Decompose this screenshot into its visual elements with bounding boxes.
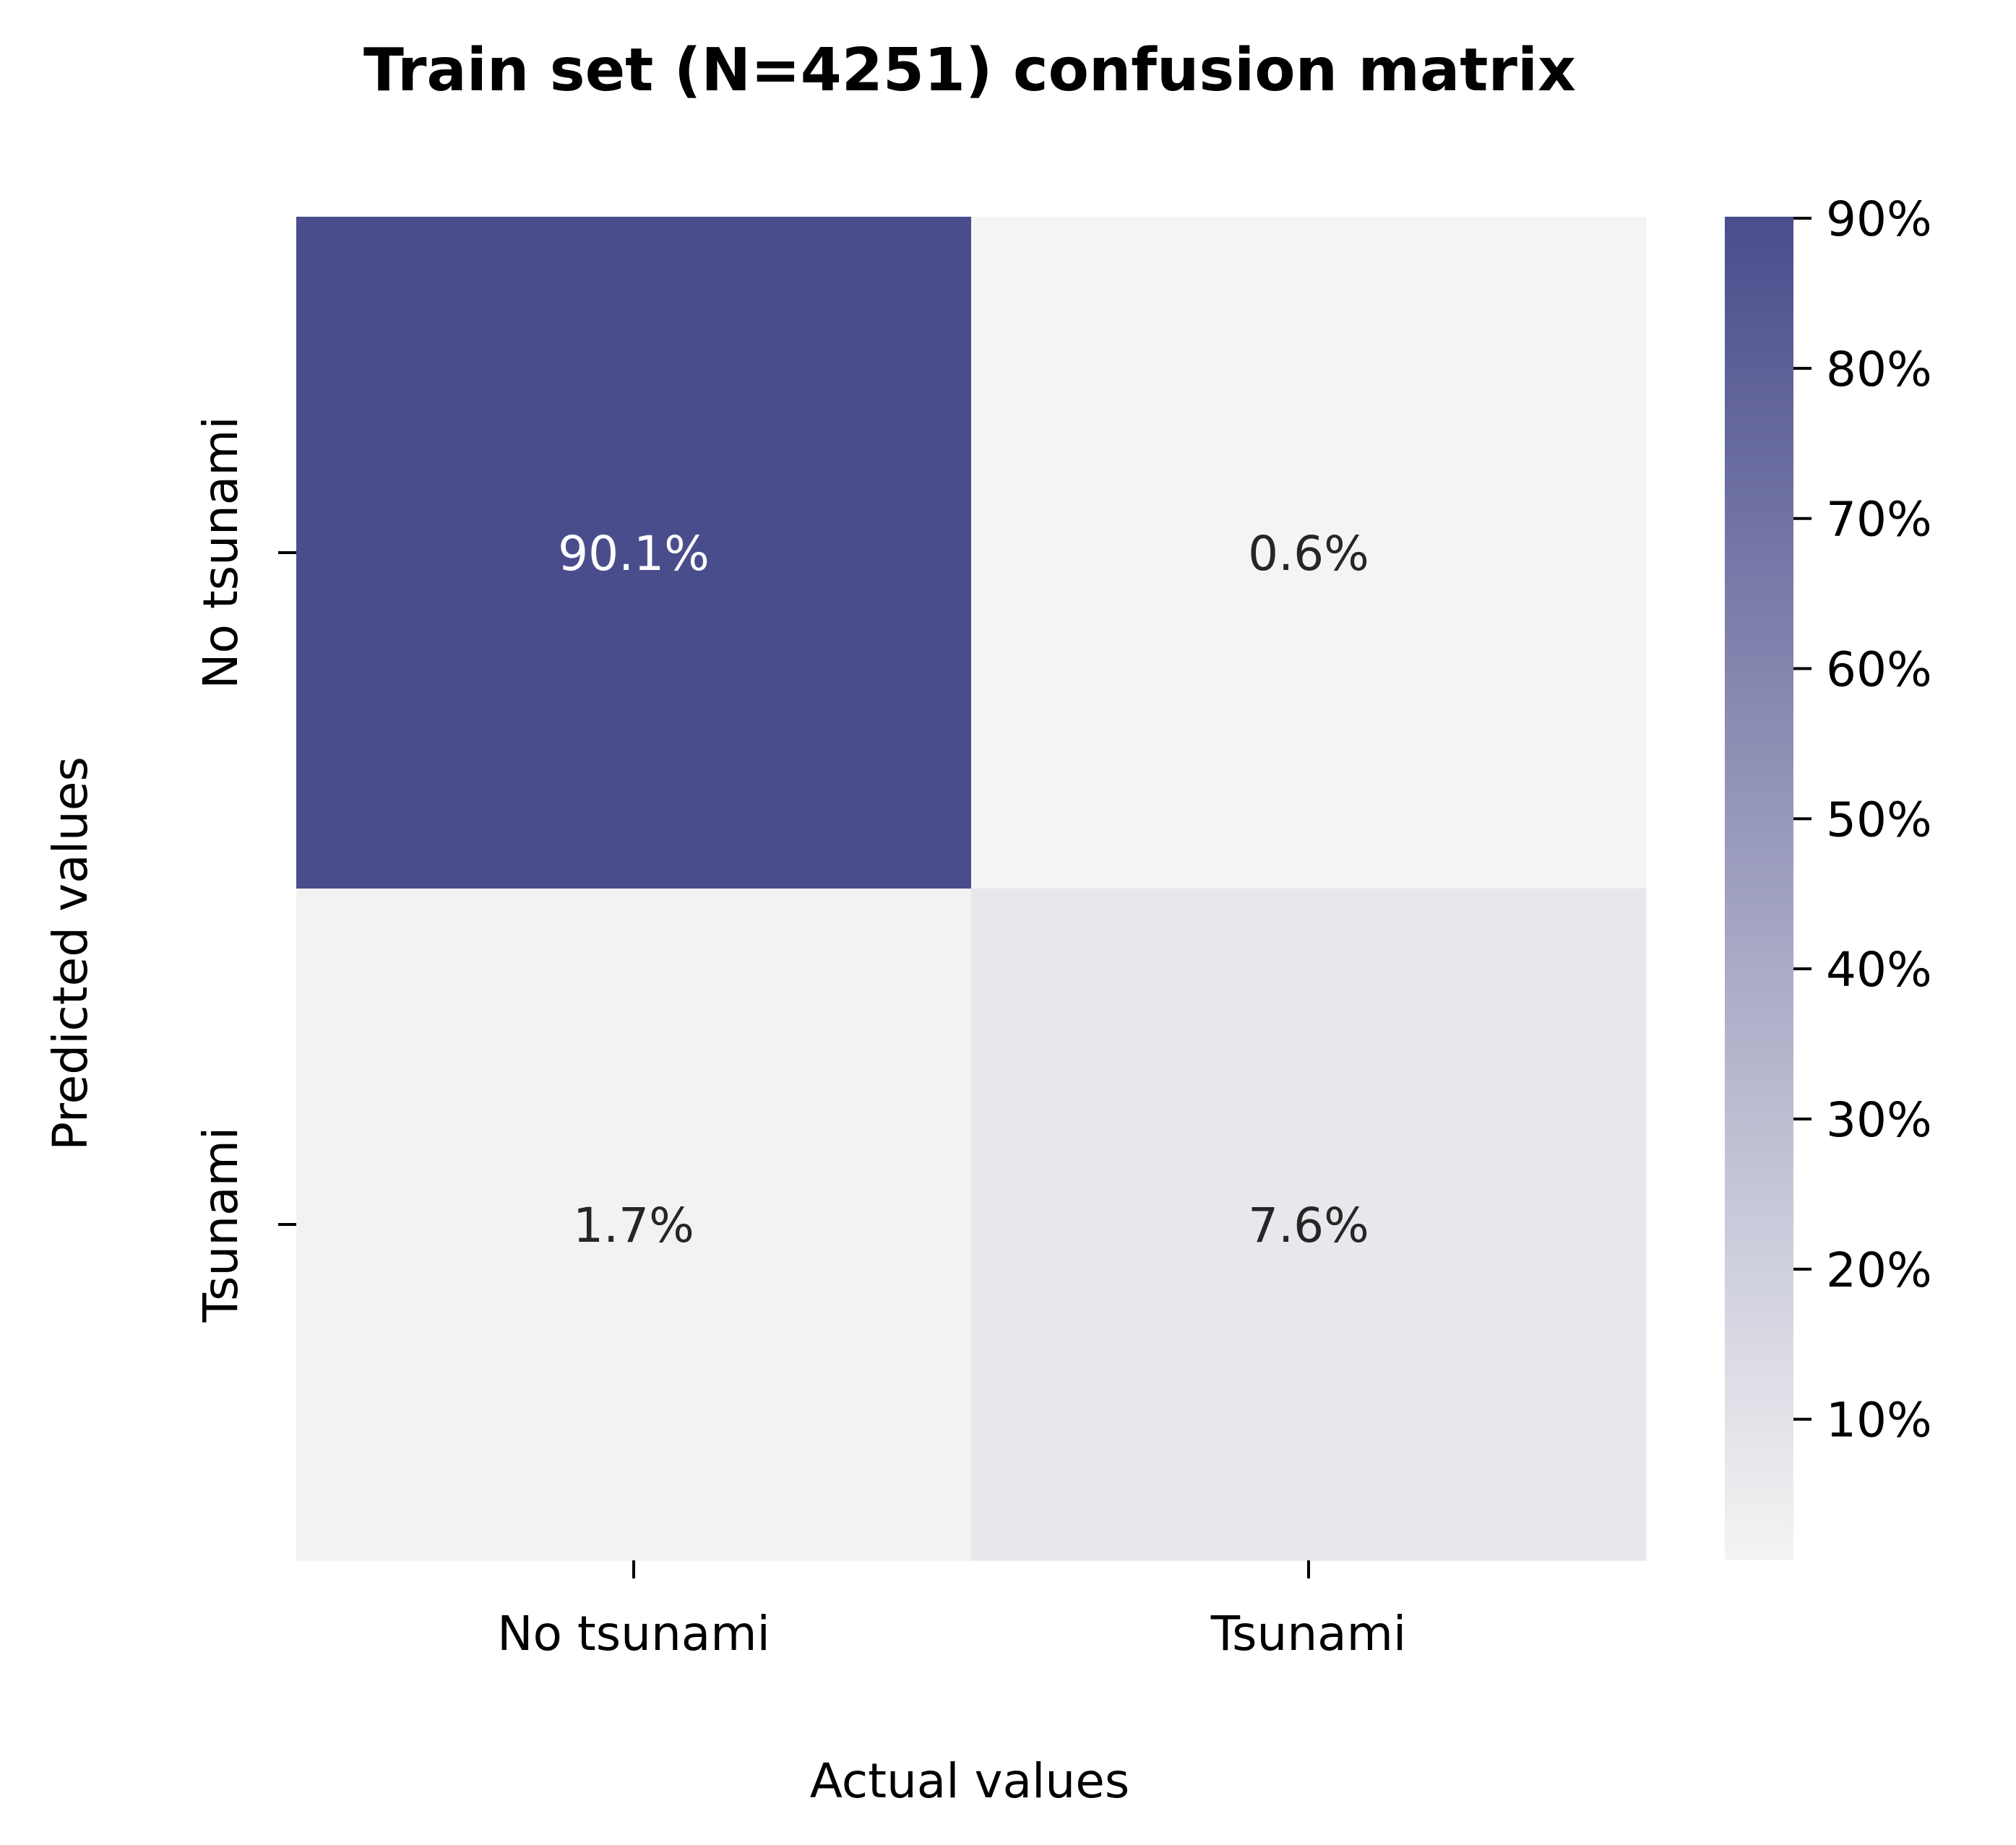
colorbar-tick-label: 20% [1826,1243,1932,1298]
cell-value-label: 1.7% [573,1198,694,1253]
x-tick-label: Tsunami [1210,1606,1407,1662]
x-axis-label: Actual values [810,1753,1129,1809]
colorbar-tick-label: 70% [1826,492,1932,548]
y-axis-label: Predicted values [43,756,98,1150]
chart-title: Train set (N=4251) confusion matrix [363,36,1576,105]
y-tick-label: Tsunami [193,1127,249,1323]
y-tick-label: No tsunami [193,416,249,689]
colorbar-tick-label: 90% [1826,191,1932,247]
heatmap-cell [971,217,1647,889]
heatmap-cell [971,889,1647,1561]
cell-value-label: 0.6% [1248,526,1369,582]
colorbar-ticks: 10% 20% 30% 40% 50% 60% 70% 80% 90% [1793,191,1932,1448]
colorbar-tick-label: 40% [1826,942,1932,998]
heatmap-cells: 90.1% 0.6% 1.7% 7.6% [296,217,1647,1561]
x-axis-ticks: No tsunami Tsunami [497,1560,1406,1662]
heatmap-cell [296,889,972,1561]
colorbar [1725,217,1793,1560]
cell-value-label: 7.6% [1248,1198,1369,1253]
colorbar-tick-label: 50% [1826,792,1932,847]
y-axis-ticks: No tsunami Tsunami [193,416,296,1323]
colorbar-tick-label: 30% [1826,1092,1932,1148]
colorbar-tick-label: 60% [1826,642,1932,698]
heatmap-cell [296,217,972,889]
cell-value-label: 90.1% [558,526,710,582]
colorbar-tick-label: 10% [1826,1393,1932,1448]
colorbar-tick-label: 80% [1826,342,1932,397]
x-tick-label: No tsunami [497,1606,770,1662]
